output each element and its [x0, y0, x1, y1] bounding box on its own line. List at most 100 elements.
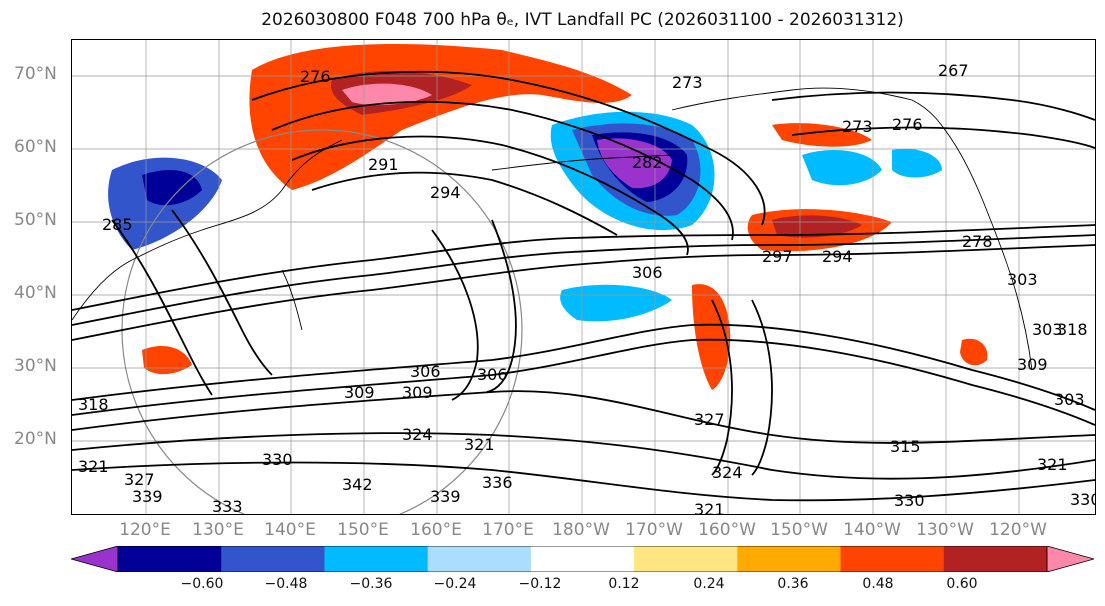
contour-label: 294	[430, 183, 461, 202]
contour-label: 276	[300, 67, 331, 86]
contour-label: 303	[1032, 320, 1063, 339]
contour-label: 294	[822, 247, 853, 266]
colorbar-segment	[530, 546, 635, 572]
lon-label-180w: 180°W	[552, 520, 610, 540]
theta-e-contours	[72, 70, 1095, 502]
colorbar-extend-right	[1046, 546, 1094, 572]
colorbar	[71, 546, 1094, 572]
lon-label-140e: 140°E	[264, 520, 316, 540]
colorbar-segment	[737, 546, 842, 572]
contour-line-19	[111, 219, 213, 396]
contour-line-12	[311, 171, 618, 236]
contour-label: 327	[694, 410, 725, 429]
colorbar-tick: −0.48	[264, 576, 308, 592]
contour-label: 273	[672, 73, 703, 92]
contour-label: 321	[1037, 455, 1068, 474]
positive-anomaly-north-peak	[342, 83, 432, 106]
contour-label: 306	[410, 362, 441, 381]
lon-label-120w: 120°W	[989, 520, 1047, 540]
colorbar-tick: −0.36	[349, 576, 393, 592]
contour-line-7	[72, 234, 1095, 326]
contour-line-6	[72, 244, 1095, 341]
contour-label: 330	[262, 450, 293, 469]
na-coastline	[951, 139, 1033, 371]
colorbar-tick: −0.12	[518, 576, 562, 592]
lon-label-140w: 140°W	[843, 520, 901, 540]
colorbar-tick: −0.24	[433, 576, 477, 592]
contour-line-11	[291, 135, 689, 256]
asia-coastline	[72, 139, 343, 321]
colorbar-segment	[634, 546, 738, 572]
lat-label-40n: 40°N	[14, 283, 57, 303]
contour-label-group: 276 273 267 273 276 291 294 282 297 294 …	[78, 61, 1095, 514]
shaded-anomaly-layer	[108, 44, 988, 390]
lon-label-160e: 160°E	[410, 520, 462, 540]
contour-label: 321	[78, 457, 109, 476]
contour-line-4	[72, 432, 1095, 480]
contour-label: 324	[712, 463, 743, 482]
contour-label: 282	[632, 153, 663, 172]
contour-label: 309	[344, 383, 375, 402]
colorbar-tick: 0.48	[862, 576, 894, 592]
contour-label: 315	[890, 437, 921, 456]
colorbar-segment	[118, 546, 222, 572]
contour-line-1	[72, 323, 1095, 411]
lon-label-150w: 150°W	[770, 520, 828, 540]
contour-label: 330	[1070, 490, 1095, 509]
colorbar-segment	[943, 546, 1048, 572]
lat-label-60n: 60°N	[14, 137, 57, 157]
colorbar-tick: 0.24	[693, 576, 725, 592]
contour-label: 342	[342, 475, 373, 494]
alaska-coastline	[671, 87, 953, 141]
lon-label-160w: 160°W	[698, 520, 756, 540]
map-panel[interactable]: 276 273 267 273 276 291 294 282 297 294 …	[71, 39, 1096, 515]
lon-label-130e: 130°E	[192, 520, 244, 540]
contour-label: 339	[430, 487, 461, 506]
graticule	[72, 40, 1095, 514]
colorbar-segment	[427, 546, 532, 572]
contour-line-13	[771, 91, 1095, 121]
colorbar-tick: 0.12	[608, 576, 640, 592]
positive-anomaly-central	[692, 284, 731, 390]
colorbar-tick: 0.60	[946, 576, 978, 592]
positive-anomaly-japan	[142, 345, 192, 375]
contour-label: 306	[632, 263, 663, 282]
positive-anomaly-gulf-core	[772, 215, 862, 238]
negative-anomaly-pacific	[560, 284, 672, 322]
contour-label: 333	[212, 497, 243, 514]
contour-label: 309	[402, 383, 433, 402]
contour-label: 339	[132, 487, 163, 506]
colorbar-outline	[117, 546, 1048, 572]
contour-label: 303	[1054, 390, 1085, 409]
lat-label-70n: 70°N	[14, 64, 57, 84]
lon-label-120e: 120°E	[119, 520, 171, 540]
contour-line-3	[72, 390, 1095, 444]
colorbar-tick: 0.36	[777, 576, 809, 592]
contour-label: 273	[842, 117, 873, 136]
coastlines	[72, 87, 1033, 371]
contour-label: 321	[694, 500, 725, 514]
contour-line-2	[72, 338, 1095, 426]
lat-label-20n: 20°N	[14, 429, 57, 449]
negative-anomaly-east	[802, 150, 882, 186]
contour-label: 327	[124, 470, 155, 489]
contour-label: 336	[482, 473, 513, 492]
contour-label: 278	[962, 232, 993, 251]
colorbar-segments	[118, 546, 1048, 572]
contour-label: 291	[368, 155, 399, 174]
contour-line-9	[251, 70, 766, 226]
contour-label: 306	[477, 365, 508, 384]
contour-line-14	[791, 126, 1095, 149]
lon-label-170w: 170°W	[625, 520, 683, 540]
japan-coastline	[281, 269, 303, 331]
contour-line-20	[171, 209, 273, 376]
contour-line-18	[751, 299, 773, 476]
positive-anomaly-southeast	[960, 338, 988, 366]
colorbar-extend-left	[71, 546, 119, 572]
contour-label: 267	[938, 61, 969, 80]
contour-label: 318	[1057, 320, 1088, 339]
contour-label: 285	[102, 215, 133, 234]
contour-line-17	[711, 299, 733, 476]
contour-label: 318	[78, 395, 109, 414]
contour-label: 321	[464, 435, 495, 454]
